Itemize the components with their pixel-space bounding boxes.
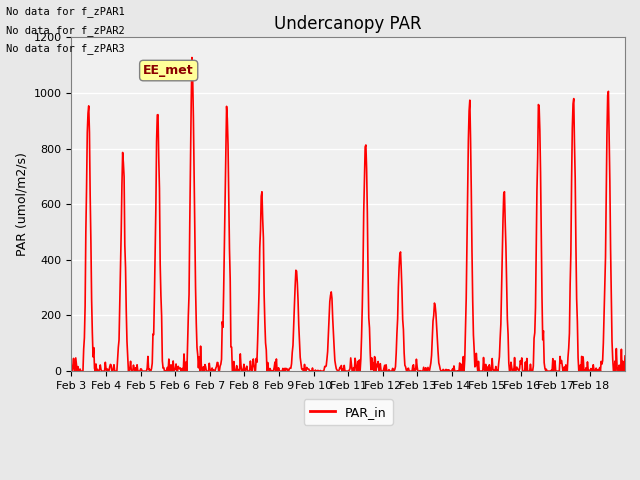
Y-axis label: PAR (umol/m2/s): PAR (umol/m2/s) — [15, 152, 28, 256]
Legend: PAR_in: PAR_in — [303, 399, 393, 425]
Text: No data for f_zPAR1: No data for f_zPAR1 — [6, 6, 125, 17]
Text: No data for f_zPAR3: No data for f_zPAR3 — [6, 43, 125, 54]
Text: EE_met: EE_met — [143, 64, 194, 77]
Text: No data for f_zPAR2: No data for f_zPAR2 — [6, 24, 125, 36]
Title: Undercanopy PAR: Undercanopy PAR — [275, 15, 422, 33]
